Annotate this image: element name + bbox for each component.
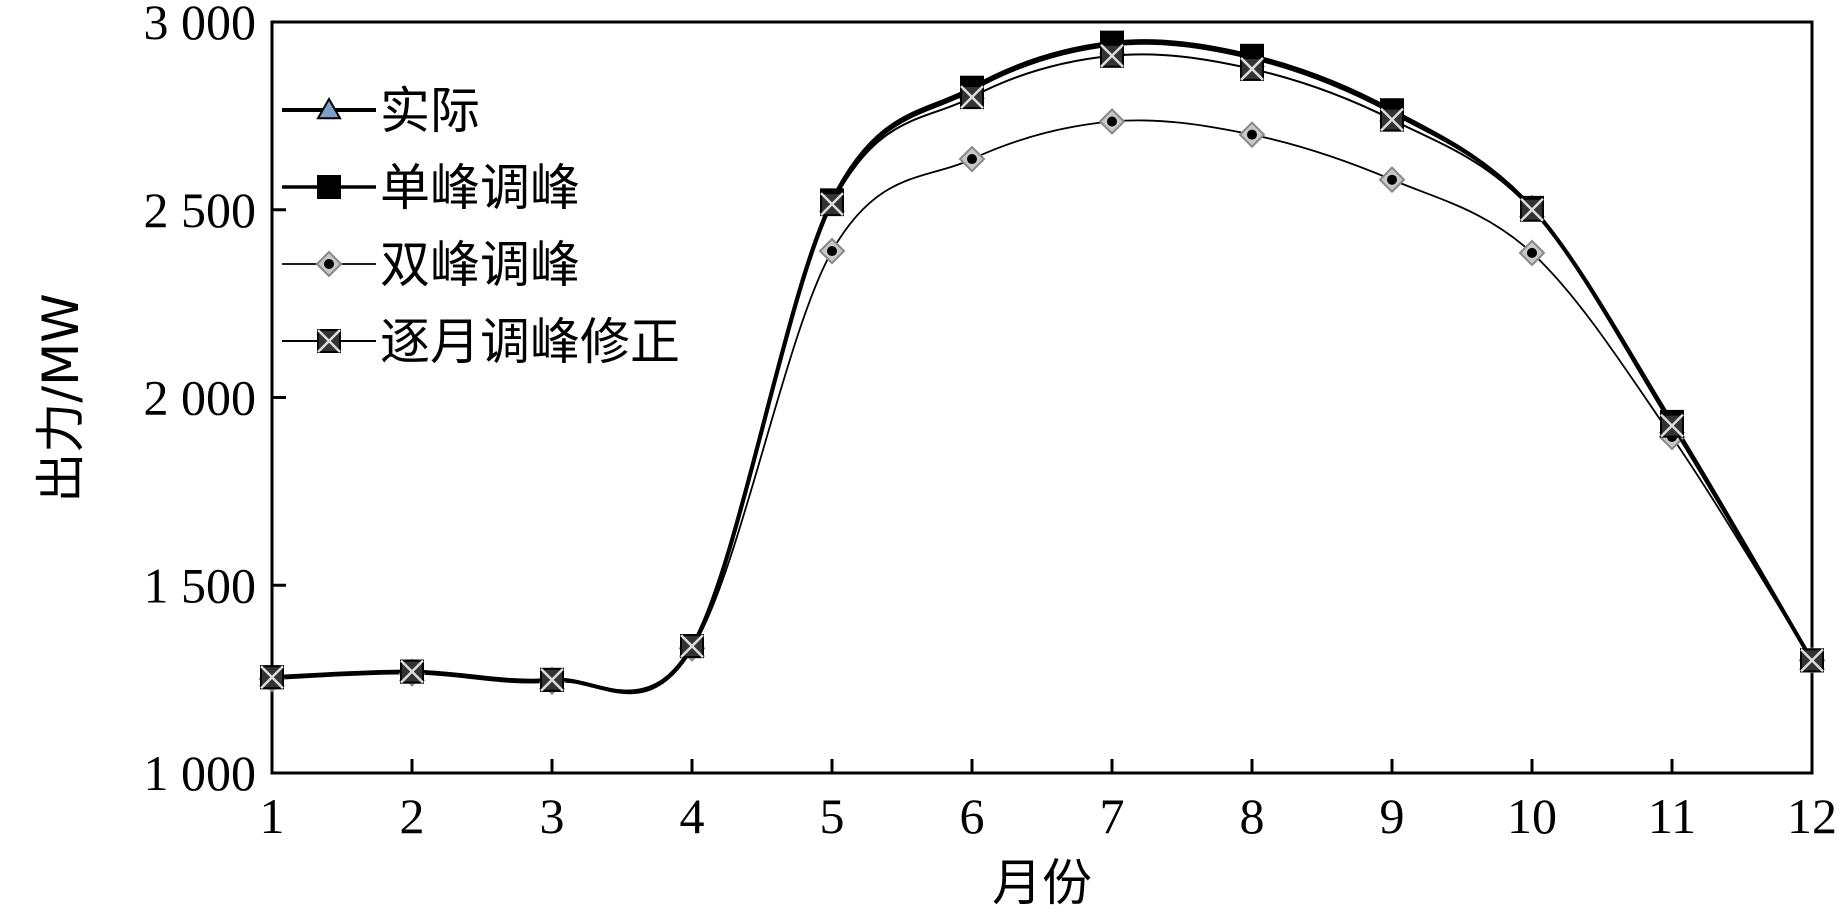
legend-marker <box>317 329 341 353</box>
series-4 <box>260 43 1824 693</box>
data-point <box>1800 648 1824 673</box>
y-tick-label: 2 500 <box>144 182 257 238</box>
x-tick-label: 12 <box>1787 788 1837 844</box>
data-point <box>1240 56 1264 81</box>
legend-label: 实际 <box>380 82 480 140</box>
data-point <box>1098 108 1126 135</box>
x-tick-label: 1 <box>260 788 285 844</box>
y-tick-label: 3 000 <box>144 0 257 50</box>
legend-label: 逐月调峰修正 <box>380 313 680 371</box>
y-axis-label: 出力/MW <box>32 293 90 502</box>
data-point <box>540 667 564 692</box>
data-point <box>1380 107 1404 132</box>
x-tick-label: 11 <box>1648 788 1696 844</box>
legend-marker <box>315 250 343 278</box>
y-tick-label: 2 000 <box>144 370 257 426</box>
x-tick-label: 5 <box>820 788 845 844</box>
data-point <box>1100 43 1124 68</box>
x-tick-label: 8 <box>1240 788 1265 844</box>
legend-label: 单峰调峰 <box>380 159 580 217</box>
data-point <box>260 665 284 690</box>
legend-marker <box>316 96 342 120</box>
x-tick-label: 2 <box>400 788 425 844</box>
legend-item: 实际 <box>282 82 480 140</box>
x-tick-label: 4 <box>680 788 705 844</box>
data-point <box>1378 166 1406 194</box>
data-point <box>818 237 846 265</box>
y-tick-label: 1 500 <box>144 557 257 613</box>
data-point <box>1660 413 1684 438</box>
x-tick-label: 9 <box>1380 788 1405 844</box>
legend-label: 双峰调峰 <box>380 236 580 294</box>
x-tick-label: 6 <box>960 788 985 844</box>
legend-item: 双峰调峰 <box>282 236 580 294</box>
data-point <box>1518 239 1546 267</box>
legend-item: 单峰调峰 <box>282 159 580 217</box>
data-point <box>960 85 984 110</box>
x-tick-label: 3 <box>540 788 565 844</box>
legend-item: 逐月调峰修正 <box>282 313 680 371</box>
data-point <box>1520 197 1544 222</box>
data-point <box>820 192 844 217</box>
data-point <box>400 659 424 684</box>
y-tick-label: 1 000 <box>144 745 257 801</box>
legend-marker <box>317 175 341 199</box>
x-tick-label: 10 <box>1507 788 1557 844</box>
x-tick-label: 7 <box>1100 788 1125 844</box>
x-axis-label: 月份 <box>992 854 1092 912</box>
series-line <box>271 53 1813 693</box>
data-point <box>680 634 704 659</box>
data-point <box>958 145 986 173</box>
data-point <box>1238 121 1266 149</box>
